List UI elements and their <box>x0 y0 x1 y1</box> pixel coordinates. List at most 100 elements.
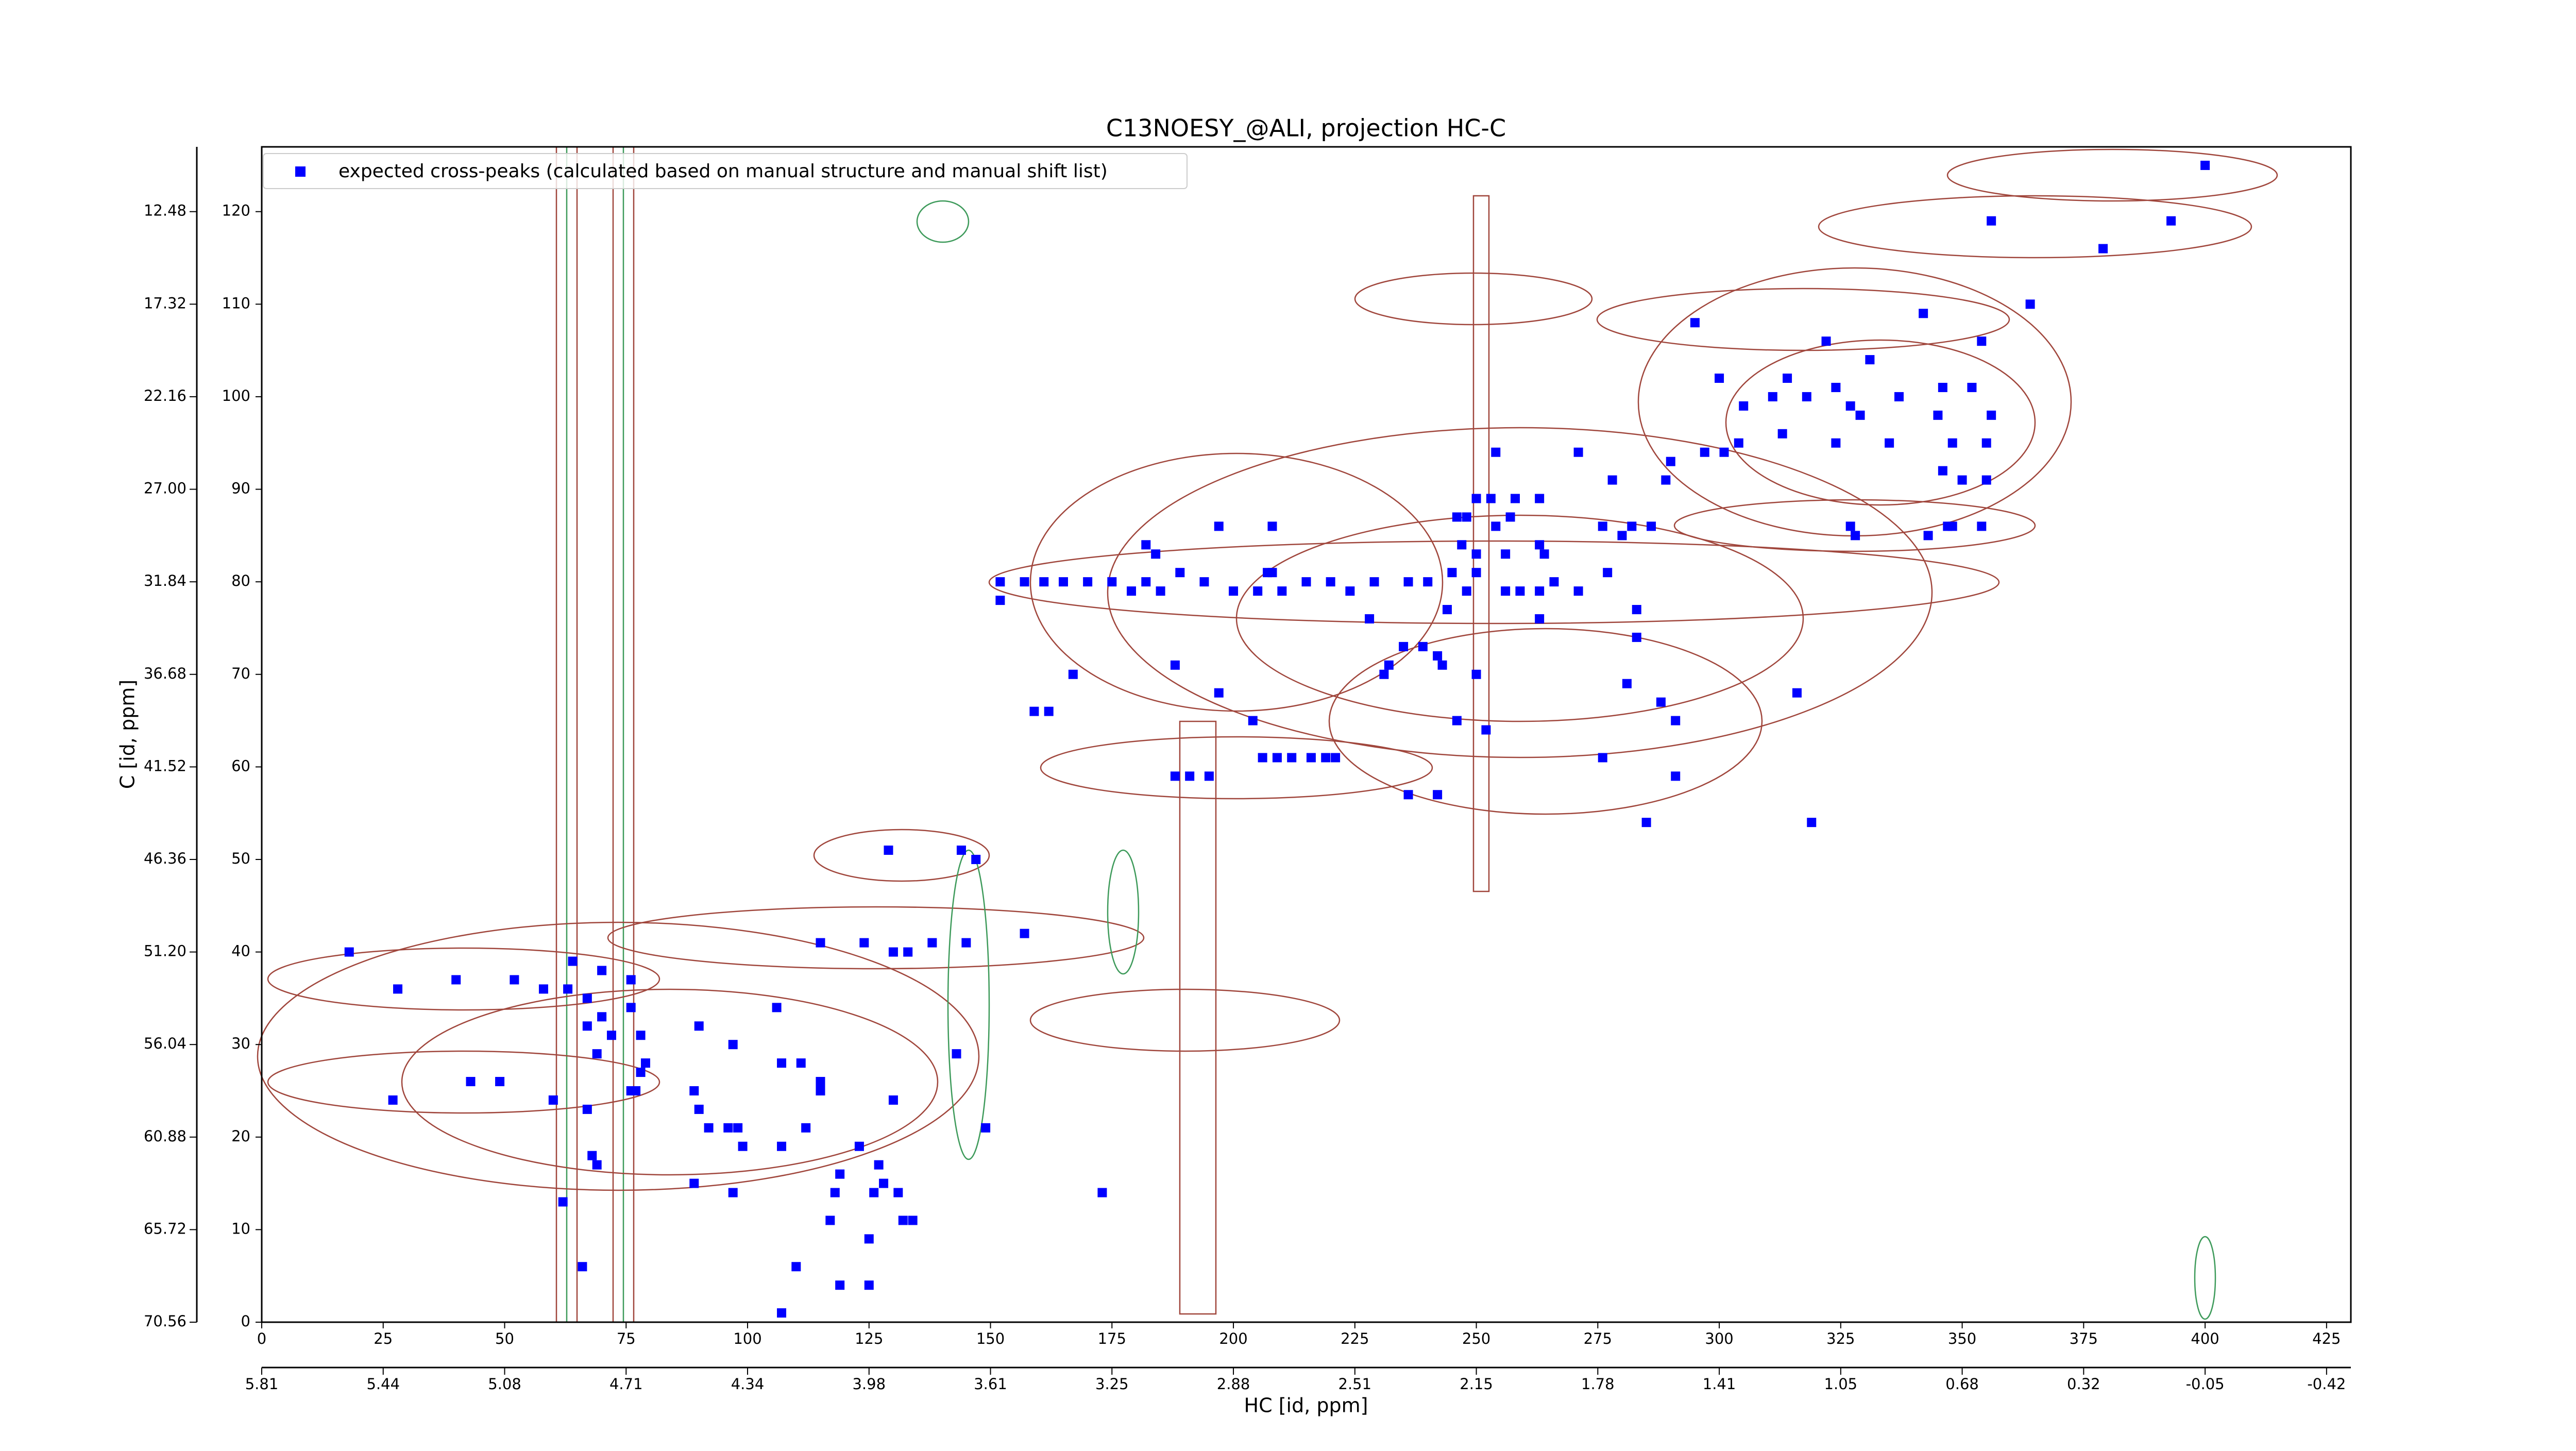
cross-peak <box>1535 540 1545 550</box>
cross-peak <box>1452 716 1462 726</box>
cross-peak <box>981 1123 991 1133</box>
cross-peak <box>568 956 578 966</box>
cross-peak <box>1919 309 1928 318</box>
cross-peak <box>1020 929 1029 938</box>
cross-peak <box>1617 531 1627 541</box>
y-tick-label: 120 <box>222 202 250 220</box>
x-ppm-tick-label: 5.08 <box>488 1375 521 1393</box>
cross-peak <box>1501 549 1511 559</box>
cross-peak <box>1457 540 1467 550</box>
contour <box>607 906 1145 970</box>
cross-peak <box>1792 688 1802 698</box>
cross-peak <box>2025 299 2035 309</box>
cross-peak <box>548 1095 558 1105</box>
cross-peak <box>1666 457 1675 466</box>
x-tick-label: 75 <box>617 1330 636 1347</box>
cross-peak <box>1481 725 1491 735</box>
cross-peak <box>1365 614 1375 623</box>
contour <box>1107 427 1933 758</box>
cross-peak <box>1170 660 1180 670</box>
cross-peak <box>587 1151 597 1160</box>
contour <box>267 1050 660 1114</box>
contour <box>1725 339 2036 506</box>
cross-peak <box>777 1141 787 1151</box>
cross-peak <box>956 846 966 855</box>
cross-peak <box>1141 577 1151 587</box>
x-ppm-tick-label: 1.78 <box>1581 1375 1615 1393</box>
cross-peak <box>582 993 592 1003</box>
x-ppm-tick-label: 0.68 <box>1945 1375 1979 1393</box>
cross-peak <box>1462 586 1471 596</box>
cross-peak <box>1598 753 1607 763</box>
cross-peak <box>1214 688 1224 698</box>
y-ppm-tick-label: 65.72 <box>144 1220 187 1237</box>
y-ppm-tick-label: 31.84 <box>144 572 187 589</box>
cross-peak <box>1083 577 1093 587</box>
cross-peak <box>1107 577 1117 587</box>
cross-peak <box>1855 410 1865 420</box>
cross-peak <box>636 1068 646 1077</box>
cross-peak <box>1185 771 1195 781</box>
cross-peak <box>1885 438 1894 448</box>
cross-peak <box>1127 586 1137 596</box>
cross-peak <box>1535 614 1545 623</box>
cross-peak <box>1739 401 1749 411</box>
cross-peak <box>893 1188 903 1197</box>
cross-peak <box>1491 521 1501 531</box>
cross-peak <box>1598 521 1607 531</box>
cross-peak <box>874 1160 884 1170</box>
cross-peak <box>1331 753 1341 763</box>
cross-peak <box>1486 494 1496 503</box>
cross-peak <box>888 947 898 957</box>
x-tick-label: 350 <box>1948 1330 1976 1347</box>
cross-peak <box>1777 429 1787 438</box>
cross-peak <box>1831 438 1841 448</box>
cross-peak <box>1321 753 1331 763</box>
x-axis-label: HC [id, ppm] <box>1244 1394 1368 1417</box>
legend: expected cross-peaks (calculated based o… <box>263 153 1188 189</box>
cross-peak <box>733 1123 743 1133</box>
cross-peak <box>1700 447 1709 457</box>
y-tick-label: 50 <box>231 850 250 867</box>
cross-peak <box>1301 577 1311 587</box>
cross-peak <box>777 1058 787 1068</box>
cross-peak <box>1403 790 1413 800</box>
contour <box>1235 514 1804 722</box>
cross-peak <box>1535 586 1545 596</box>
cross-peak <box>1851 531 1860 541</box>
cross-peak <box>1549 577 1559 587</box>
cross-peak <box>1306 753 1316 763</box>
cross-peak <box>582 1021 592 1031</box>
cross-peak <box>864 1280 874 1290</box>
x-tick-label: 250 <box>1462 1330 1490 1347</box>
contour <box>1107 849 1140 975</box>
cross-peak <box>1734 438 1743 448</box>
cross-peak <box>1715 374 1724 383</box>
cross-peak <box>1258 753 1267 763</box>
cross-peak <box>626 1086 636 1095</box>
cross-peak <box>626 975 636 985</box>
cross-peak <box>971 854 981 864</box>
cross-peak <box>1437 660 1447 670</box>
y-ppm-tick-label: 27.00 <box>144 480 187 497</box>
contour-decoration <box>257 146 2278 1323</box>
contour-band <box>1179 720 1217 1315</box>
cross-peak <box>1287 753 1297 763</box>
y-ppm-tick-label: 36.68 <box>144 665 187 682</box>
cross-peak <box>1277 586 1287 596</box>
cross-peak <box>1433 790 1443 800</box>
contour <box>1040 736 1433 800</box>
plot-frame <box>261 146 2352 1323</box>
cross-peak <box>835 1280 845 1290</box>
cross-peak <box>1471 549 1481 559</box>
cross-peak <box>1831 382 1841 392</box>
x-ppm-tick-label: 3.98 <box>852 1375 886 1393</box>
cross-peak <box>689 1178 699 1188</box>
cross-peak <box>1768 392 1777 401</box>
x-ppm-tick-label: 2.15 <box>1460 1375 1493 1393</box>
y-ppm-tick-label: 56.04 <box>144 1035 187 1052</box>
cross-peak <box>592 1049 602 1059</box>
y-ppm-tick-label: 60.88 <box>144 1127 187 1145</box>
cross-peak <box>903 947 913 957</box>
contour <box>2194 1236 2216 1320</box>
